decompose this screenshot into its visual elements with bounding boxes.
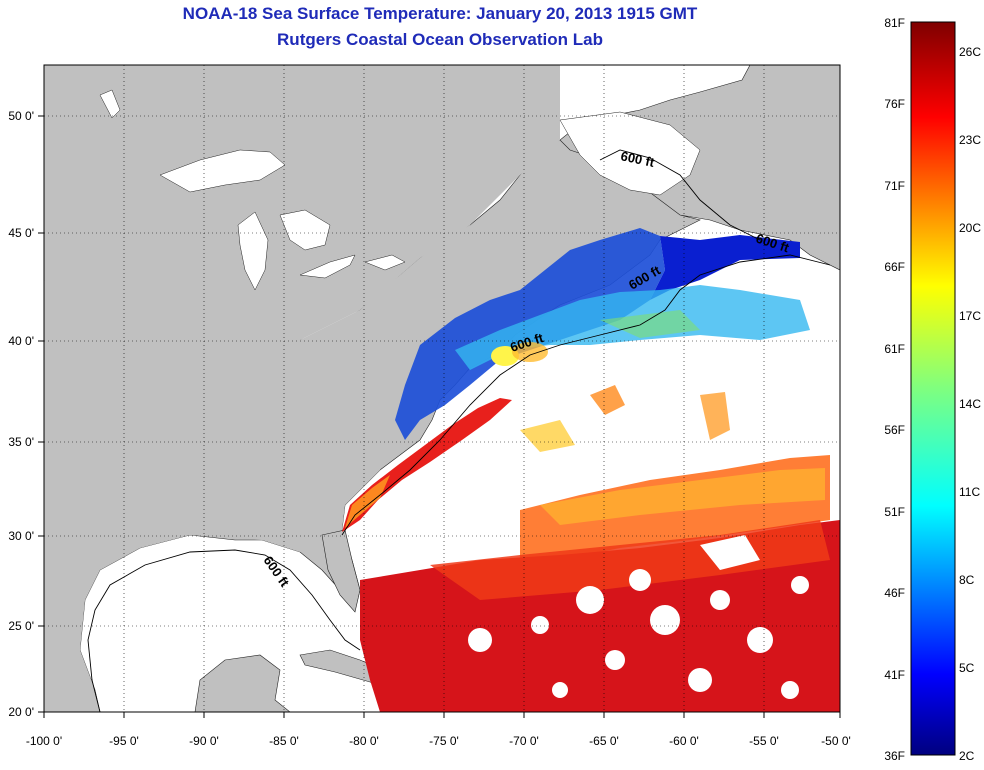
lat-label: 25 0' bbox=[8, 619, 34, 633]
colorbar-f-label: 36F bbox=[884, 749, 905, 763]
lake-huron bbox=[279, 209, 331, 251]
contour-label-600ft-stlawrence: 600 ft bbox=[619, 148, 656, 170]
colorbar-f-label: 81F bbox=[884, 16, 905, 30]
isobath-600ft bbox=[87, 149, 831, 712]
colorbar-c-label: 5C bbox=[959, 661, 975, 675]
colorbar-f-label: 61F bbox=[884, 342, 905, 356]
map-subtitle: Rutgers Coastal Ocean Observation Lab bbox=[277, 30, 603, 49]
graticule bbox=[44, 65, 840, 712]
map-title: NOAA-18 Sea Surface Temperature: January… bbox=[182, 4, 698, 23]
lake-ontario bbox=[364, 254, 406, 271]
lon-label: -55 0' bbox=[749, 734, 779, 748]
colorbar-f-label: 71F bbox=[884, 179, 905, 193]
colorbar-f-label: 76F bbox=[884, 97, 905, 111]
lon-label: -100 0' bbox=[26, 734, 62, 748]
lat-label: 20 0' bbox=[8, 705, 34, 719]
lat-label: 45 0' bbox=[8, 226, 34, 240]
lon-label: -50 0' bbox=[821, 734, 851, 748]
lon-label: -95 0' bbox=[109, 734, 139, 748]
colorbar-f-label: 41F bbox=[884, 668, 905, 682]
colorbar-c-label: 26C bbox=[959, 45, 981, 59]
colorbar-c-label: 2C bbox=[959, 749, 975, 763]
colorbar-c-label: 20C bbox=[959, 221, 981, 235]
lon-label: -80 0' bbox=[349, 734, 379, 748]
map-content: 600 ft 600 ft 600 ft 600 ft 600 ft bbox=[44, 65, 840, 712]
axis-ticks bbox=[38, 115, 841, 718]
lake-michigan bbox=[237, 211, 269, 291]
lat-label: 30 0' bbox=[8, 529, 34, 543]
lake-erie bbox=[299, 254, 356, 279]
colorbar-f-label: 51F bbox=[884, 505, 905, 519]
sst-gulf-stream bbox=[342, 398, 512, 532]
lon-label: -75 0' bbox=[429, 734, 459, 748]
map-frame bbox=[43, 64, 841, 713]
colorbar-f-label: 66F bbox=[884, 260, 905, 274]
lake-winnipeg bbox=[99, 89, 121, 119]
lon-label: -70 0' bbox=[509, 734, 539, 748]
cloud-gaps bbox=[468, 569, 809, 699]
colorbar-f-label: 46F bbox=[884, 586, 905, 600]
colorbar-f-label: 56F bbox=[884, 423, 905, 437]
gulf-st-lawrence bbox=[559, 111, 701, 196]
colorbar-c-label: 23C bbox=[959, 133, 981, 147]
sst-northeast-cold bbox=[650, 235, 800, 300]
colorbar-c-label: 17C bbox=[959, 309, 981, 323]
lat-label: 35 0' bbox=[8, 435, 34, 449]
colorbar-c-label: 11C bbox=[959, 485, 980, 499]
colorbar-c-label: 8C bbox=[959, 573, 975, 587]
lon-label: -85 0' bbox=[269, 734, 299, 748]
colorbar bbox=[910, 21, 956, 756]
lat-label: 40 0' bbox=[8, 334, 34, 348]
colorbar-c-label: 14C bbox=[959, 397, 981, 411]
land-yucatan bbox=[194, 654, 291, 712]
lake-superior bbox=[159, 149, 286, 193]
lon-label: -65 0' bbox=[589, 734, 619, 748]
lat-label: 50 0' bbox=[8, 109, 34, 123]
lon-label: -60 0' bbox=[669, 734, 699, 748]
lon-label: -90 0' bbox=[189, 734, 219, 748]
